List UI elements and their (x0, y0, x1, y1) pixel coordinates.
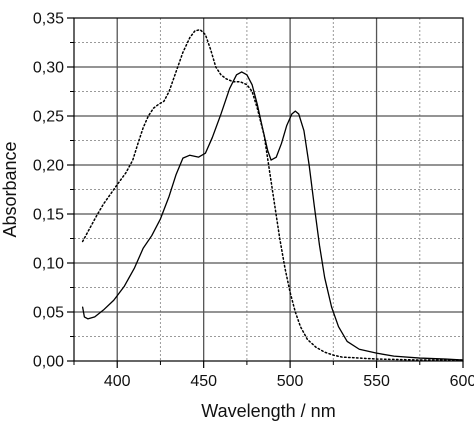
x-tick-label: 550 (363, 373, 390, 390)
grid (73, 18, 463, 361)
x-axis-label: Wavelength / nm (201, 401, 335, 421)
y-tick-label: 0,25 (33, 109, 64, 126)
y-tick-label: 0,15 (33, 207, 64, 224)
tick-labels: 400 450 500 550 600 0,00 0,05 0,10 0,15 0,20 0,25 0… (33, 11, 474, 391)
y-tick-label: 0,10 (33, 256, 64, 273)
y-tick-label: 0,05 (33, 305, 64, 322)
y-tick-label: 0,30 (33, 60, 64, 77)
x-tick-label: 400 (104, 373, 131, 390)
ticks (67, 17, 464, 368)
y-tick-label: 0,00 (33, 354, 64, 371)
y-tick-label: 0,35 (33, 11, 64, 28)
x-tick-label: 500 (277, 373, 304, 390)
solid-absorbance-line (81, 71, 464, 361)
dotted-absorbance-line (81, 29, 464, 361)
x-tick-label: 450 (190, 373, 217, 390)
y-axis-label: Absorbance (0, 141, 20, 237)
series-layer (81, 29, 464, 361)
x-tick-label: 600 (450, 373, 474, 390)
y-tick-label: 0,20 (33, 158, 64, 175)
plot-frame (73, 17, 464, 362)
